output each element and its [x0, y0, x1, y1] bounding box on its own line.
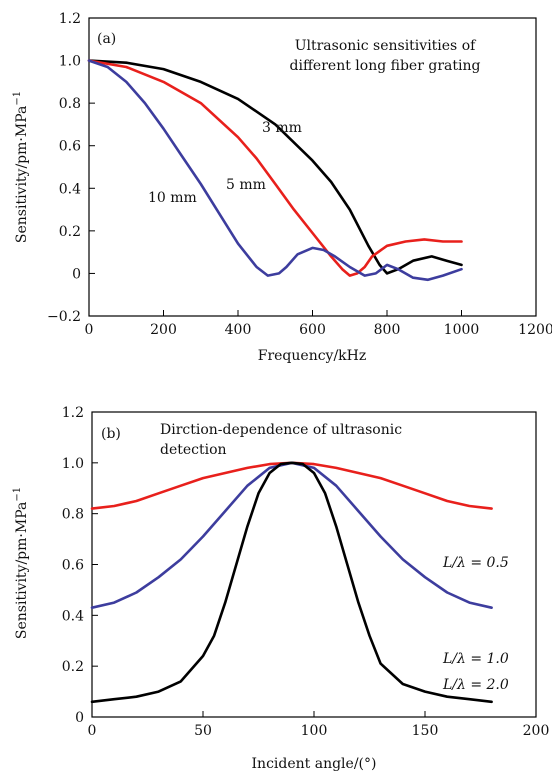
series-lines-b	[90, 461, 493, 704]
y-tick-label: 0.6	[62, 558, 84, 574]
y-tick-label: 0.2	[62, 659, 84, 675]
x-tick-label: 0	[88, 723, 97, 739]
series-line-5-mm	[87, 59, 463, 277]
series-line-10-mm	[87, 59, 463, 282]
annotation-a-line-2: different long fiber grating	[290, 58, 481, 74]
y-tick-label: 0.8	[59, 96, 81, 112]
x-tick-label: 0	[85, 322, 94, 338]
y-axis-label-a: Sensitivity/pm·MPa−1	[12, 91, 30, 243]
y-tick-label: 0	[75, 710, 84, 726]
annotation-a-line-1: Ultrasonic sensitivities of	[295, 38, 477, 54]
y-axis-label-a-exponent: −1	[12, 91, 23, 106]
y-tick-label: −0.2	[47, 309, 81, 325]
annotation-b-line-1: Dirction-dependence of ultrasonic	[160, 422, 402, 438]
y-tick-label: 1.2	[62, 405, 84, 421]
annotation-b-line-2: detection	[160, 442, 227, 458]
ticks-a: 0 200 400 600 800 1000 1200−0.200.20.40.60.81.…	[47, 11, 552, 338]
series-label-l-0-5: L/λ = 0.5	[442, 555, 509, 571]
y-tick-label: 0.2	[59, 224, 81, 240]
x-axis-label-a: Frequency/kHz	[258, 348, 367, 364]
series-line-l-1-0	[90, 461, 493, 610]
x-tick-label: 400	[225, 322, 252, 338]
y-tick-label: 0.6	[59, 139, 81, 155]
y-tick-label: 1.0	[59, 54, 81, 70]
y-axis-label-b-text: Sensitivity/pm·MPa	[14, 502, 30, 639]
y-axis-label-b-exponent: −1	[12, 487, 23, 502]
series-label-3mm: 3 mm	[262, 120, 302, 136]
x-tick-label: 1200	[518, 322, 552, 338]
y-axis-label-a-text: Sensitivity/pm·MPa	[14, 106, 30, 243]
series-label-5mm: 5 mm	[226, 177, 266, 193]
ticks-b: 0 50 100 150 200 0 0.2 0.4 0.6 0.8 1.0 1.2	[62, 405, 550, 739]
y-tick-label: 0	[72, 266, 81, 282]
x-tick-label: 100	[301, 723, 328, 739]
series-label-l-1-0: L/λ = 1.0	[442, 651, 509, 667]
series-line-l-2-0	[90, 461, 493, 704]
chart-panel-a: 0 200 400 600 800 1000 1200−0.200.20.40.60.81.…	[12, 11, 552, 364]
panel-label-b: (b)	[101, 426, 121, 442]
x-tick-label: 800	[374, 322, 401, 338]
series-line-l-0-5	[90, 461, 493, 510]
x-tick-label: 600	[299, 322, 326, 338]
y-tick-label: 0.8	[62, 507, 84, 523]
y-tick-label: 0.4	[59, 181, 81, 197]
x-tick-label: 50	[194, 723, 212, 739]
y-tick-label: 1.0	[62, 456, 84, 472]
series-label-10mm: 10 mm	[148, 190, 197, 206]
x-tick-label: 1000	[444, 322, 480, 338]
x-tick-label: 150	[412, 723, 439, 739]
x-tick-label: 200	[150, 322, 177, 338]
panel-label-a: (a)	[97, 31, 116, 47]
chart-panel-b: 0 50 100 150 200 0 0.2 0.4 0.6 0.8 1.0 1.2 (b) Dirc…	[12, 405, 549, 772]
y-tick-label: 0.4	[62, 608, 84, 624]
y-tick-label: 1.2	[59, 11, 81, 27]
x-axis-label-b: Incident angle/(°)	[252, 756, 377, 772]
y-axis-label-b: Sensitivity/pm·MPa−1	[12, 487, 30, 639]
series-line-3-mm	[87, 59, 463, 275]
series-label-l-2-0: L/λ = 2.0	[442, 677, 509, 693]
x-tick-label: 200	[523, 723, 550, 739]
series-lines-a	[87, 59, 463, 282]
